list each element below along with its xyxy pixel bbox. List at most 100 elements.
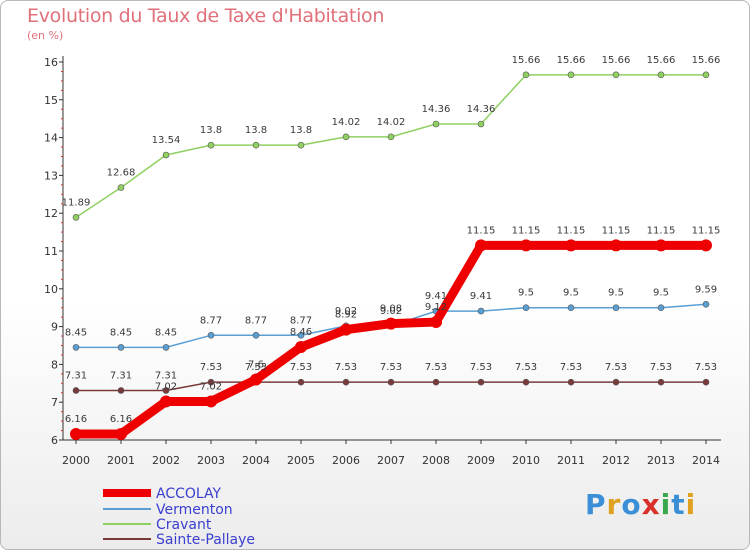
data-point (70, 427, 82, 440)
data-point (72, 214, 80, 221)
data-point (657, 71, 665, 79)
data-point (162, 151, 170, 159)
data-label: 12.68 (107, 167, 136, 178)
data-label: 14.02 (332, 117, 361, 128)
data-point (520, 239, 532, 252)
data-point (297, 331, 305, 339)
x-tick-label: 2008 (422, 454, 450, 467)
unit-label: (en %) (27, 29, 64, 42)
data-point (207, 141, 215, 149)
data-label: 13.8 (200, 125, 222, 136)
data-label: 11.89 (62, 197, 91, 208)
data-label: 7.02 (200, 381, 222, 392)
data-label: 8.77 (200, 315, 222, 326)
data-point (250, 373, 262, 386)
data-label: 8.92 (335, 310, 357, 321)
data-label: 8.77 (245, 315, 267, 326)
y-tick-label: 6 (51, 434, 58, 447)
data-point (702, 300, 710, 308)
data-label: 13.54 (152, 135, 181, 146)
data-label: 9.5 (518, 288, 534, 299)
data-label: 8.45 (155, 327, 177, 338)
series-layer (70, 71, 712, 440)
data-label: 7.53 (200, 362, 222, 373)
y-tick-label: 7 (51, 396, 58, 409)
data-point (297, 378, 305, 386)
data-point (117, 387, 125, 394)
y-tick-label: 11 (44, 245, 58, 258)
legend-label: Sainte-Pallaye (156, 532, 255, 548)
data-label: 9.12 (425, 302, 447, 313)
y-tick-label: 8 (51, 358, 58, 371)
data-label: 14.36 (422, 104, 451, 115)
data-point (340, 323, 352, 336)
data-label: 14.36 (467, 104, 496, 115)
chart-axes: 6 7 8 9 10 11 12 13 14 15 16 2000 2001 2002 2003 2004 20… (44, 56, 721, 467)
data-label: 11.15 (692, 225, 721, 236)
logo-letter: o (621, 488, 642, 521)
data-label: 7.53 (245, 362, 267, 373)
data-point (252, 331, 260, 339)
data-label: 9.5 (608, 288, 624, 299)
data-label: 11.15 (557, 225, 586, 236)
data-point (522, 378, 530, 386)
data-label: 7.53 (290, 362, 312, 373)
x-tick-label: 2006 (332, 454, 360, 467)
data-label: 7.53 (380, 362, 402, 373)
data-label: 15.66 (512, 55, 541, 66)
data-label: 7.53 (425, 362, 447, 373)
chart-title: Evolution du Taux de Taxe d'Habitation (27, 5, 385, 27)
data-label: 9.5 (653, 288, 669, 299)
data-labels: 6.16 6.16 7.02 7.02 7.6 8.46 8.92 9.08 9.12 11.15… (62, 55, 721, 425)
data-point (205, 395, 217, 408)
data-point (162, 344, 170, 351)
proxiti-logo: Proxiti (585, 488, 696, 521)
x-tick-label: 2013 (647, 454, 675, 467)
data-label: 7.53 (650, 362, 672, 373)
data-label: 7.53 (515, 362, 537, 373)
data-label: 7.6 (248, 360, 264, 371)
data-point (522, 304, 530, 312)
data-label: 9.41 (470, 291, 492, 302)
data-point (612, 71, 620, 79)
legend-label: ACCOLAY (156, 486, 222, 502)
data-label: 7.53 (605, 362, 627, 373)
data-label: 8.77 (290, 315, 312, 326)
x-tick-label: 2012 (602, 454, 630, 467)
data-point (72, 387, 80, 394)
logo-letter: r (606, 488, 622, 521)
data-point (477, 307, 485, 315)
y-tick-label: 16 (44, 56, 58, 69)
x-tick-label: 2004 (242, 454, 270, 467)
logo-letter: P (585, 488, 607, 521)
x-tick-label: 2014 (692, 454, 720, 467)
logo-letter: x (641, 488, 661, 521)
data-label: 9.08 (380, 304, 402, 315)
data-point (117, 184, 125, 191)
data-point (385, 317, 397, 330)
logo-letter: i (660, 488, 672, 521)
data-point (477, 120, 485, 128)
data-label: 9.02 (380, 306, 402, 317)
data-point (700, 239, 712, 252)
y-tick-label: 14 (44, 132, 58, 145)
data-point (610, 239, 622, 252)
data-point (567, 71, 575, 79)
data-point (702, 378, 710, 386)
data-label: 7.53 (335, 362, 357, 373)
data-label: 14.02 (377, 117, 406, 128)
data-label: 7.31 (110, 370, 132, 381)
y-tick-label: 12 (44, 207, 58, 220)
y-tick-label: 10 (44, 283, 58, 296)
data-label: 9.41 (425, 291, 447, 302)
data-label: 6.16 (110, 414, 132, 425)
data-point (342, 133, 350, 141)
x-tick-label: 2003 (197, 454, 225, 467)
data-point (160, 395, 172, 408)
data-point (207, 378, 215, 386)
data-point (702, 71, 710, 79)
data-label: 11.15 (647, 225, 676, 236)
data-label: 7.53 (695, 362, 717, 373)
